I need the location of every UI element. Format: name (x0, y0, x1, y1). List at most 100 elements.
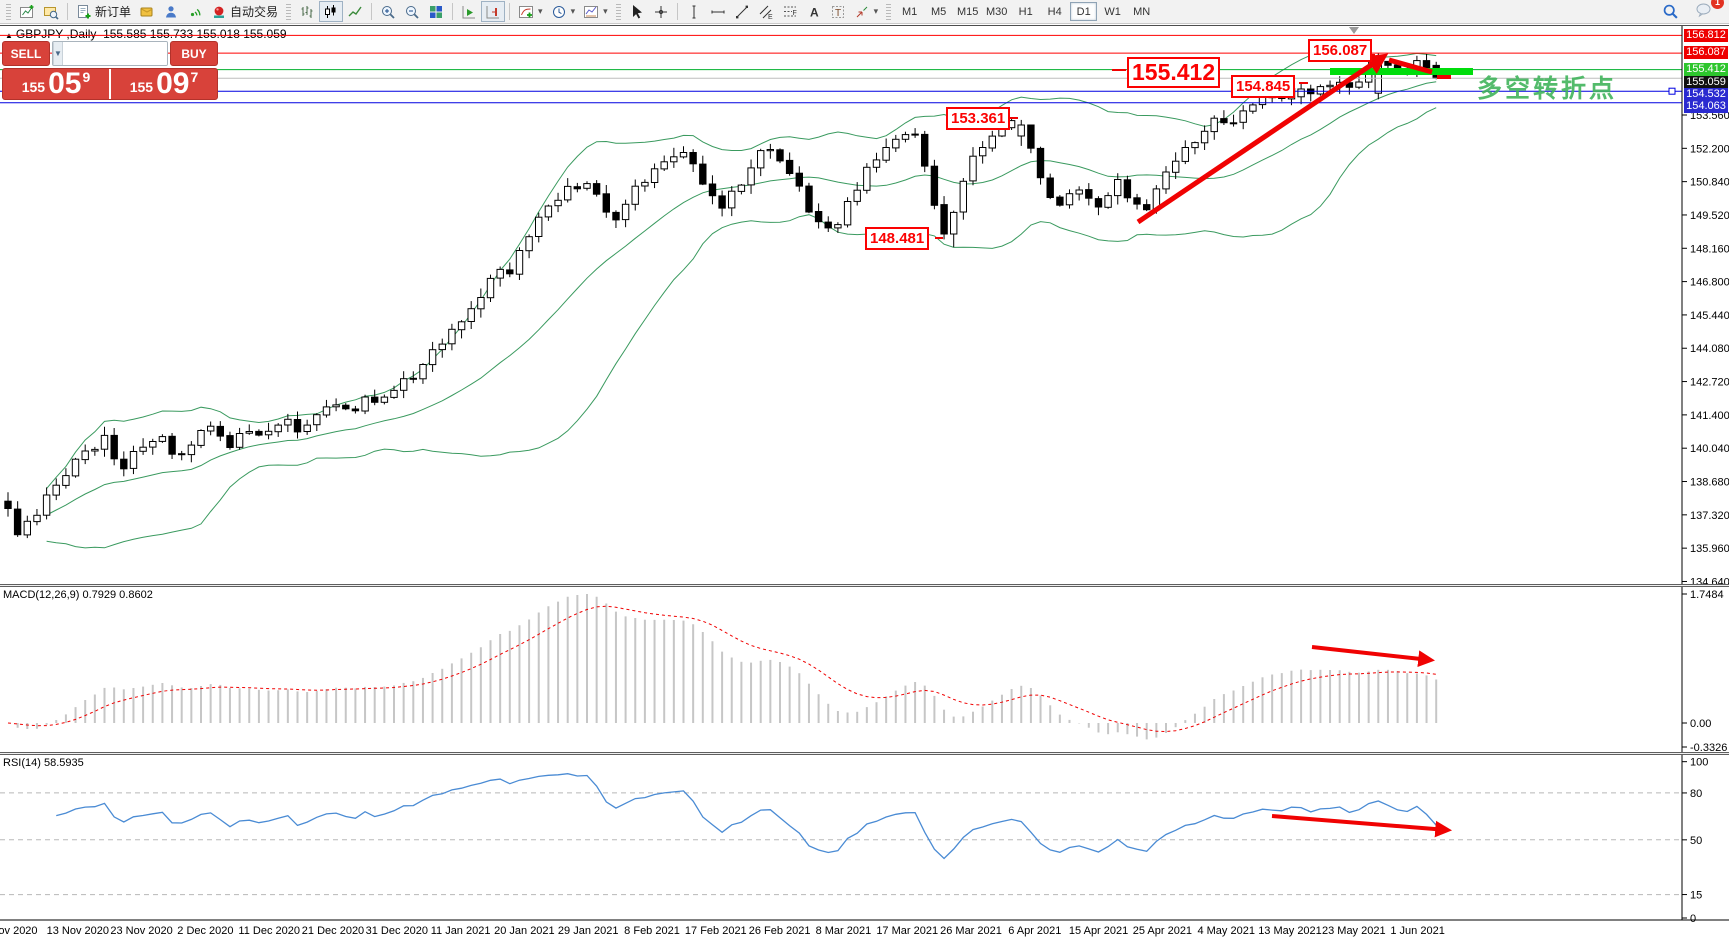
window-border (0, 25, 1729, 26)
quote-display: 155 05 9 155 09 7 (2, 68, 218, 100)
volume-decrease-button[interactable]: ▼ (53, 42, 63, 65)
profiles-button[interactable] (39, 1, 63, 22)
equidistant-channel-button[interactable]: E (754, 1, 778, 22)
toolbar-grip[interactable] (6, 3, 11, 20)
clock-icon (551, 4, 567, 20)
candlestick-chart-button[interactable] (319, 1, 344, 22)
svg-text:23 Nov 2020: 23 Nov 2020 (110, 925, 172, 937)
horizontal-line-button[interactable] (706, 1, 730, 22)
profiles-icon (43, 4, 59, 20)
price-label-154845[interactable]: 154.845 (1231, 75, 1296, 98)
cursor-button[interactable] (625, 1, 649, 22)
templates-button[interactable]: ▾ (579, 1, 612, 22)
indicators-button[interactable]: ▾ (514, 1, 547, 22)
timeframe-M15[interactable]: M15 (954, 2, 981, 21)
buy-price-sup: 7 (190, 69, 199, 85)
svg-text:4 May 2021: 4 May 2021 (1197, 925, 1254, 937)
svg-text:11 Jan 2021: 11 Jan 2021 (431, 925, 491, 937)
cn-annotation[interactable]: 多空转折点 (1477, 75, 1618, 103)
price-label-153361[interactable]: 153.361 (946, 107, 1011, 130)
svg-text:137.320: 137.320 (1690, 510, 1729, 522)
pane-splitter-rsi[interactable] (0, 752, 1729, 755)
price-axis[interactable] (1681, 26, 1687, 920)
bar-chart-button[interactable] (295, 1, 319, 22)
timeframe-M5[interactable]: M5 (925, 2, 952, 21)
svg-text:17 Mar 2021: 17 Mar 2021 (876, 925, 938, 937)
zoom-out-button[interactable] (400, 1, 424, 22)
search-icon (1662, 3, 1679, 20)
cursor-icon (629, 4, 645, 20)
macd-trend-arrow (1311, 645, 1436, 668)
autotrading-button[interactable]: 自动交易 (207, 1, 282, 22)
symbol-info: ▲ GBPJPY ,Daily 155.585 155.733 155.018 1… (5, 27, 287, 41)
new-chart-button[interactable] (15, 1, 39, 22)
toolbar-grip[interactable] (886, 3, 892, 20)
toolbar-separator (509, 3, 511, 20)
notification-badge[interactable]: 1 (1711, 0, 1724, 9)
svg-text:25 Apr 2021: 25 Apr 2021 (1133, 925, 1192, 937)
toolbar-separator (676, 3, 678, 20)
sell-button[interactable]: SELL (2, 41, 50, 66)
price-label-156087[interactable]: 156.087 (1308, 39, 1373, 62)
svg-text:15: 15 (1690, 890, 1702, 902)
history-center-button[interactable] (135, 1, 159, 22)
svg-text:17 Feb 2021: 17 Feb 2021 (685, 925, 747, 937)
svg-text:0: 0 (1690, 913, 1696, 925)
vertical-line-button[interactable] (682, 1, 706, 22)
dropdown-caret-icon: ▾ (873, 6, 879, 16)
svg-text:8 Feb 2021: 8 Feb 2021 (624, 925, 680, 937)
svg-text:23 May 2021: 23 May 2021 (1322, 925, 1386, 937)
rsi-trend-arrow (1271, 814, 1453, 838)
price-label-148481[interactable]: 148.481 (865, 227, 930, 250)
search-button[interactable] (1658, 1, 1683, 22)
toolbar-grip[interactable] (615, 3, 621, 20)
line-chart-button[interactable] (343, 1, 367, 22)
buy-price-big: 09 (156, 66, 190, 100)
person-icon (163, 4, 179, 20)
text-button[interactable]: A (802, 1, 826, 22)
svg-text:2 Dec 2020: 2 Dec 2020 (177, 925, 233, 937)
arrows-button[interactable]: ▾ (850, 1, 883, 22)
buy-button[interactable]: BUY (170, 41, 218, 66)
text-label-button[interactable]: T (826, 1, 850, 22)
timeframe-M30[interactable]: M30 (983, 2, 1010, 21)
macd-pane (7, 593, 1687, 748)
svg-text:142.720: 142.720 (1690, 377, 1729, 389)
signals-button[interactable] (183, 1, 207, 22)
trendline-icon (734, 4, 750, 20)
zoom-in-icon (380, 4, 396, 20)
zoom-in-button[interactable] (376, 1, 400, 22)
down-segment (1388, 57, 1433, 75)
svg-text:150.840: 150.840 (1690, 177, 1729, 189)
zoom-out-icon (404, 4, 420, 20)
price-label-155412[interactable]: 155.412 (1127, 57, 1221, 88)
volume-input[interactable] (62, 42, 167, 65)
new-order-button[interactable]: 新订单 (72, 1, 135, 22)
periods-button[interactable]: ▾ (547, 1, 580, 22)
svg-text:148.160: 148.160 (1690, 243, 1729, 255)
svg-text:26 Feb 2021: 26 Feb 2021 (749, 925, 811, 937)
chart-shift-button[interactable] (481, 1, 506, 22)
chat-button[interactable] (1691, 0, 1717, 21)
timeframe-D1[interactable]: D1 (1070, 2, 1098, 21)
line-price-badge: 155.412 (1684, 62, 1728, 76)
svg-text:138.680: 138.680 (1690, 477, 1729, 489)
timeframe-MN[interactable]: MN (1128, 2, 1155, 21)
svg-text:8 Mar 2021: 8 Mar 2021 (816, 925, 872, 937)
tile-windows-button[interactable] (424, 1, 448, 22)
auto-scroll-button[interactable] (457, 1, 481, 22)
toolbar-grip[interactable] (286, 3, 292, 20)
sell-price-display[interactable]: 155 05 9 (3, 68, 109, 99)
timeframe-H4[interactable]: H4 (1041, 2, 1068, 21)
trendline-button[interactable] (730, 1, 754, 22)
mql-community-button[interactable] (159, 1, 183, 22)
crosshair-button[interactable] (649, 1, 673, 22)
pane-splitter-macd[interactable] (0, 584, 1729, 587)
timeframe-M1[interactable]: M1 (896, 2, 923, 21)
timeframe-W1[interactable]: W1 (1099, 2, 1126, 21)
fibonacci-button[interactable]: F (778, 1, 802, 22)
buy-price-prefix: 155 (129, 79, 154, 95)
buy-price-display[interactable]: 155 09 7 (109, 66, 217, 100)
timeframe-H1[interactable]: H1 (1012, 2, 1039, 21)
